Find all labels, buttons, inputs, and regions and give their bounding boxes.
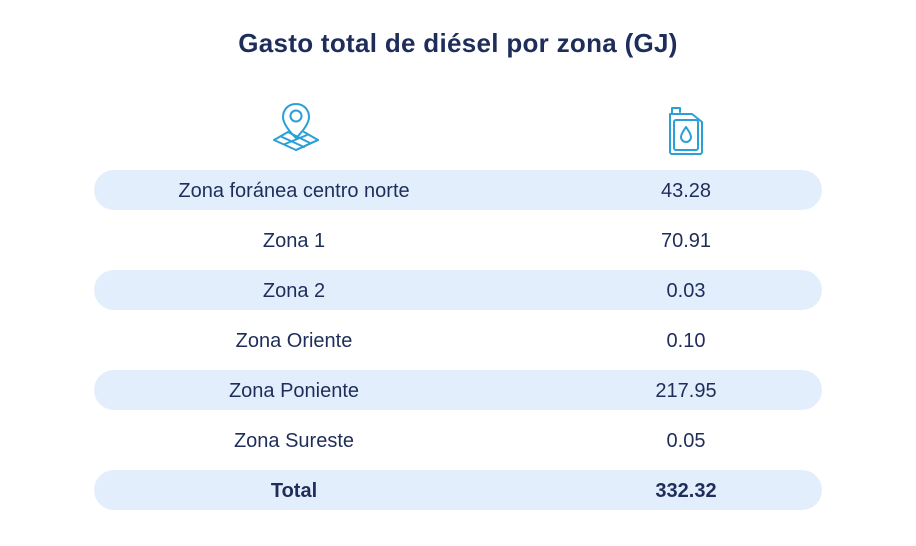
table-row: Zona Sureste 0.05 (94, 420, 822, 460)
zone-value: 217.95 (655, 380, 717, 402)
location-map-icon (273, 103, 319, 151)
zone-name: Zona Sureste (233, 430, 355, 452)
zone-value: 0.05 (666, 430, 706, 452)
total-label: Total (270, 480, 318, 502)
total-row: Total 332.32 (94, 470, 822, 510)
table-row: Zona foránea centro norte 43.28 (94, 170, 822, 210)
zone-name: Zona foránea centro norte (178, 180, 410, 202)
fuel-canister-icon (669, 107, 703, 155)
table-row: Zona Poniente 217.95 (94, 370, 822, 410)
zone-value: 0.03 (666, 280, 706, 302)
zone-name: Zona 2 (262, 280, 326, 302)
zone-value: 43.28 (660, 180, 712, 202)
zone-name: Zona 1 (262, 230, 326, 252)
table-row: Zona 2 0.03 (94, 270, 822, 310)
table-title: Gasto total de diésel por zona (GJ) (238, 28, 678, 58)
table-row: Zona Oriente 0.10 (94, 320, 822, 360)
zone-name: Zona Poniente (228, 380, 360, 402)
table-row: Zona 1 70.91 (94, 220, 822, 260)
diesel-table: Zona foránea centro norte 43.28 Zona 1 7… (94, 170, 822, 520)
zone-name: Zona Oriente (235, 330, 353, 352)
zone-value: 70.91 (660, 230, 712, 252)
zone-value: 0.10 (666, 330, 706, 352)
total-value: 332.32 (655, 480, 717, 502)
